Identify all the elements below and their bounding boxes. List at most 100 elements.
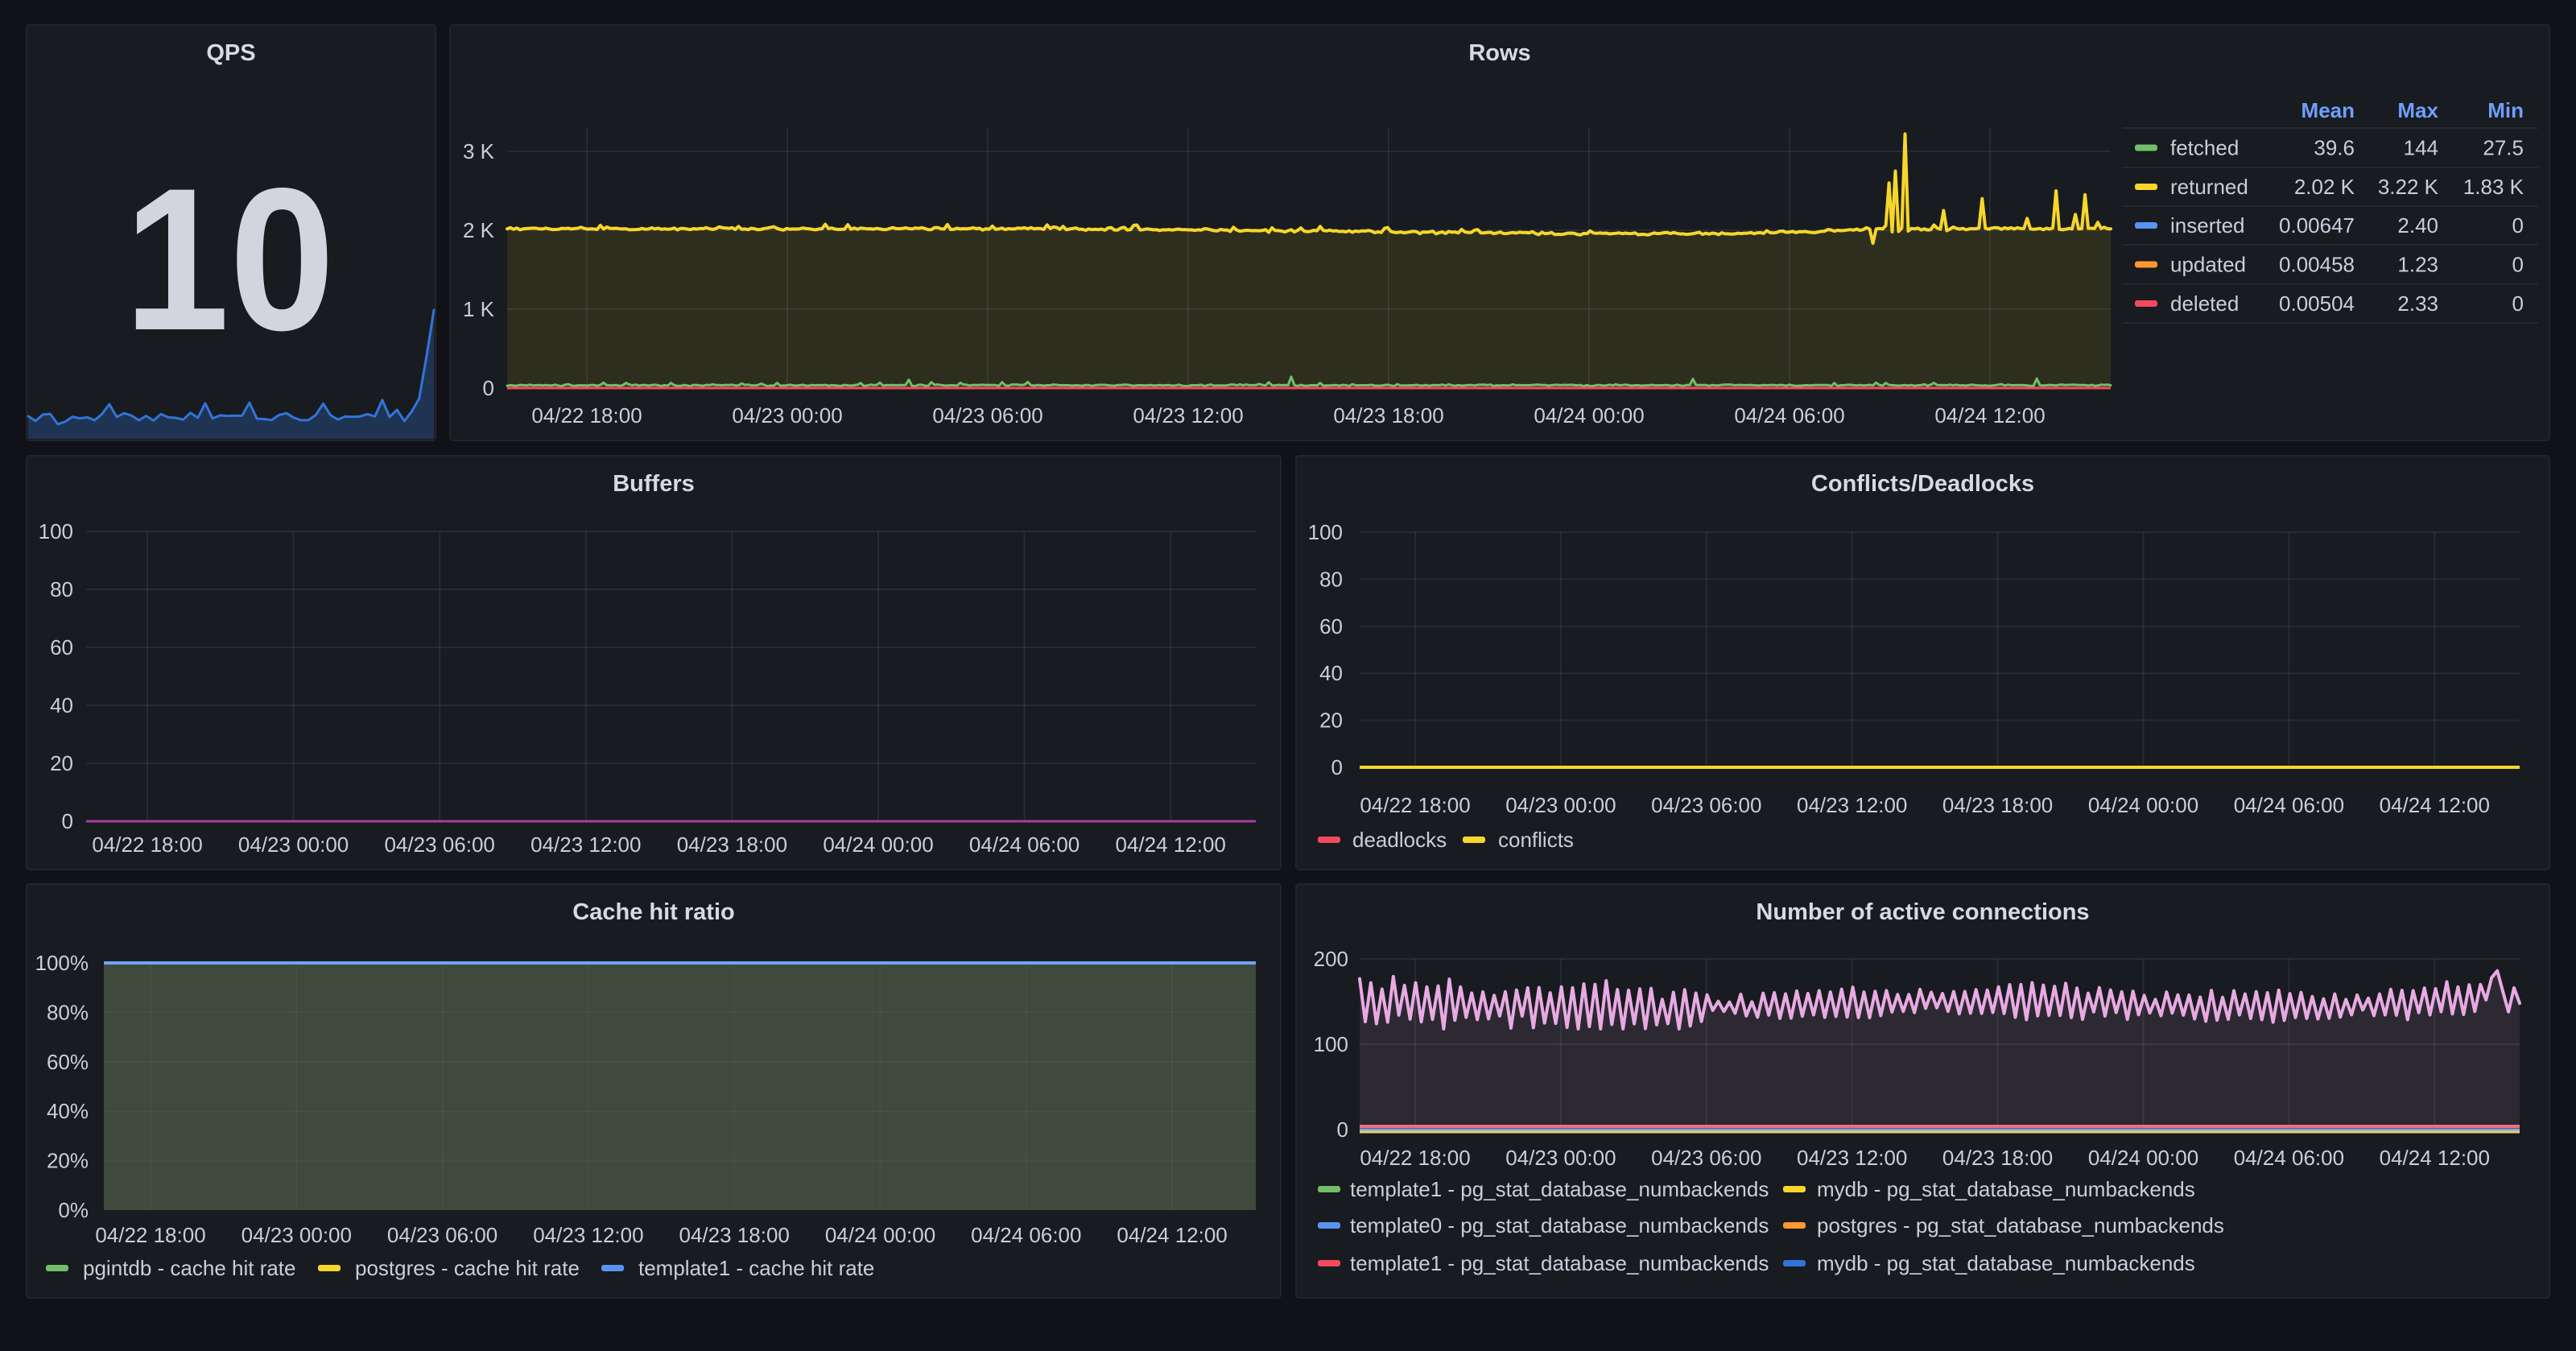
svg-text:40: 40: [50, 693, 73, 717]
svg-text:Conflicts/Deadlocks: Conflicts/Deadlocks: [1811, 471, 2034, 497]
svg-text:0.00504: 0.00504: [2279, 291, 2355, 316]
svg-text:Cache hit ratio: Cache hit ratio: [572, 899, 734, 925]
svg-text:04/23 18:00: 04/23 18:00: [677, 832, 787, 857]
svg-text:fetched: fetched: [2170, 136, 2239, 160]
svg-text:04/22 18:00: 04/22 18:00: [1360, 1146, 1470, 1170]
svg-text:04/24 06:00: 04/24 06:00: [969, 832, 1080, 857]
svg-text:200: 200: [1314, 947, 1348, 971]
svg-text:04/24 00:00: 04/24 00:00: [2088, 1146, 2198, 1170]
svg-text:40: 40: [1319, 661, 1343, 685]
svg-text:04/23 12:00: 04/23 12:00: [1797, 1146, 1907, 1170]
svg-text:04/23 06:00: 04/23 06:00: [1651, 793, 1761, 817]
svg-text:template1 - pg_stat_database_n: template1 - pg_stat_database_numbackends: [1350, 1251, 1769, 1275]
svg-text:Rows: Rows: [1468, 40, 1530, 66]
svg-text:04/24 00:00: 04/24 00:00: [1534, 403, 1644, 428]
svg-text:100: 100: [1308, 520, 1343, 544]
svg-text:0: 0: [1331, 755, 1343, 779]
svg-text:2.33: 2.33: [2397, 291, 2438, 316]
svg-text:04/24 12:00: 04/24 12:00: [1934, 403, 2045, 428]
svg-text:1.23: 1.23: [2397, 253, 2438, 277]
svg-text:04/23 06:00: 04/23 06:00: [1651, 1146, 1761, 1170]
svg-text:QPS: QPS: [206, 40, 255, 66]
svg-text:updated: updated: [2170, 253, 2246, 277]
svg-text:40%: 40%: [47, 1099, 89, 1123]
svg-text:2 K: 2 K: [463, 218, 495, 242]
svg-text:100%: 100%: [35, 951, 89, 975]
svg-text:60: 60: [50, 635, 73, 659]
svg-text:04/24 00:00: 04/24 00:00: [2088, 793, 2198, 817]
svg-text:60: 60: [1319, 614, 1343, 638]
svg-text:04/23 12:00: 04/23 12:00: [530, 832, 641, 857]
svg-text:0: 0: [1337, 1118, 1348, 1142]
svg-text:04/23 12:00: 04/23 12:00: [1797, 793, 1907, 817]
svg-text:mydb - pg_stat_database_numbac: mydb - pg_stat_database_numbackends: [1817, 1177, 2195, 1201]
svg-text:04/23 06:00: 04/23 06:00: [932, 403, 1042, 428]
svg-text:2.02 K: 2.02 K: [2294, 175, 2355, 199]
svg-text:Buffers: Buffers: [613, 471, 695, 497]
svg-text:04/22 18:00: 04/22 18:00: [95, 1223, 205, 1247]
svg-text:144: 144: [2404, 136, 2438, 160]
svg-text:04/23 00:00: 04/23 00:00: [242, 1223, 352, 1247]
svg-text:0%: 0%: [58, 1198, 89, 1222]
svg-text:04/23 18:00: 04/23 18:00: [1942, 1146, 2053, 1170]
svg-text:3.22 K: 3.22 K: [2378, 175, 2439, 199]
svg-text:04/23 00:00: 04/23 00:00: [732, 403, 842, 428]
svg-text:04/23 18:00: 04/23 18:00: [679, 1223, 790, 1247]
svg-text:3 K: 3 K: [463, 139, 495, 163]
svg-text:deadlocks: deadlocks: [1352, 828, 1447, 852]
svg-text:04/23 00:00: 04/23 00:00: [1505, 1146, 1616, 1170]
svg-text:template0 - pg_stat_database_n: template0 - pg_stat_database_numbackends: [1350, 1213, 1769, 1237]
svg-text:04/23 18:00: 04/23 18:00: [1333, 403, 1443, 428]
svg-text:template1 - cache hit rate: template1 - cache hit rate: [638, 1256, 874, 1280]
svg-text:04/24 12:00: 04/24 12:00: [1117, 1223, 1227, 1247]
svg-text:04/24 12:00: 04/24 12:00: [2380, 793, 2490, 817]
svg-text:1 K: 1 K: [463, 297, 495, 321]
svg-text:deleted: deleted: [2170, 291, 2239, 316]
svg-text:postgres - cache hit rate: postgres - cache hit rate: [355, 1256, 580, 1280]
svg-text:04/23 18:00: 04/23 18:00: [1942, 793, 2053, 817]
svg-text:20%: 20%: [47, 1149, 89, 1173]
svg-text:2.40: 2.40: [2397, 213, 2438, 238]
svg-text:0: 0: [2512, 253, 2524, 277]
svg-text:0: 0: [2512, 213, 2524, 238]
svg-text:Number of active connections: Number of active connections: [1756, 899, 2089, 925]
svg-text:04/24 06:00: 04/24 06:00: [1734, 403, 1844, 428]
svg-text:Max: Max: [2397, 98, 2438, 122]
svg-text:100: 100: [39, 519, 73, 543]
svg-text:04/22 18:00: 04/22 18:00: [531, 403, 642, 428]
svg-text:04/24 06:00: 04/24 06:00: [2234, 793, 2344, 817]
svg-text:0: 0: [62, 809, 73, 833]
svg-text:04/23 00:00: 04/23 00:00: [1505, 793, 1616, 817]
svg-text:04/24 06:00: 04/24 06:00: [2234, 1146, 2344, 1170]
svg-text:04/24 12:00: 04/24 12:00: [2380, 1146, 2490, 1170]
svg-text:pgintdb - cache hit rate: pgintdb - cache hit rate: [83, 1256, 296, 1280]
svg-text:Min: Min: [2487, 98, 2524, 122]
svg-text:04/24 12:00: 04/24 12:00: [1116, 832, 1226, 857]
svg-text:04/24 06:00: 04/24 06:00: [971, 1223, 1081, 1247]
svg-text:mydb - pg_stat_database_numbac: mydb - pg_stat_database_numbackends: [1817, 1251, 2195, 1275]
svg-text:20: 20: [50, 751, 73, 775]
svg-text:04/23 06:00: 04/23 06:00: [385, 832, 495, 857]
svg-text:39.6: 39.6: [2314, 136, 2355, 160]
svg-text:04/23 00:00: 04/23 00:00: [238, 832, 349, 857]
svg-text:1.83 K: 1.83 K: [2463, 175, 2524, 199]
svg-text:20: 20: [1319, 709, 1343, 733]
svg-text:conflicts: conflicts: [1498, 828, 1574, 852]
svg-text:80: 80: [1319, 567, 1343, 591]
svg-text:postgres - pg_stat_database_nu: postgres - pg_stat_database_numbackends: [1817, 1213, 2224, 1237]
svg-text:04/22 18:00: 04/22 18:00: [1360, 793, 1470, 817]
svg-text:80: 80: [50, 577, 73, 601]
svg-text:0: 0: [2512, 291, 2524, 316]
svg-text:80%: 80%: [47, 1000, 89, 1024]
svg-text:27.5: 27.5: [2483, 136, 2524, 160]
svg-text:04/24 00:00: 04/24 00:00: [825, 1223, 935, 1247]
svg-text:04/22 18:00: 04/22 18:00: [92, 832, 202, 857]
svg-text:Mean: Mean: [2301, 98, 2355, 122]
svg-text:0.00647: 0.00647: [2279, 213, 2355, 238]
svg-text:100: 100: [1314, 1032, 1348, 1056]
svg-text:04/23 12:00: 04/23 12:00: [1133, 403, 1243, 428]
svg-text:inserted: inserted: [2170, 213, 2245, 238]
svg-text:04/24 00:00: 04/24 00:00: [823, 832, 933, 857]
svg-text:60%: 60%: [47, 1050, 89, 1074]
svg-text:04/23 06:00: 04/23 06:00: [387, 1223, 497, 1247]
